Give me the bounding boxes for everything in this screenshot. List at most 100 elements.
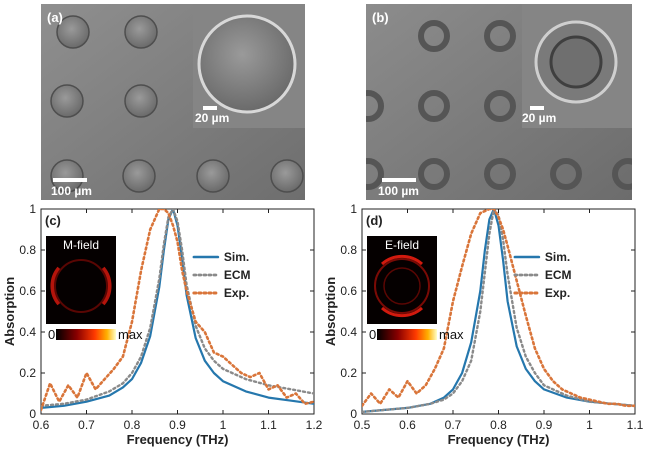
y-tick-label: 0.4 [340,325,357,339]
colorbar-min-label: 0 [48,327,55,342]
y-tick-label: 0.6 [19,284,36,298]
legend-label: Sim. [224,250,249,264]
y-tick-label: 1 [29,202,36,216]
field-map-inset [46,236,116,324]
disk [270,159,304,193]
y-tick-label: 0.2 [340,366,357,380]
colorbar-max-label: max [118,327,143,342]
y-tick-label: 0.8 [19,243,36,257]
disk-large [197,14,297,114]
x-axis-label: Frequency (THz) [448,432,550,447]
main-scale-label: 100 µm [51,184,92,198]
ring [484,20,516,52]
series-line-ecm [41,209,314,407]
panel-label-b: (b) [372,10,389,25]
field-lobe [101,266,112,306]
field-map-title: E-field [385,238,419,252]
main-scale-label: 100 µm [378,184,419,198]
panel-label: (c) [45,213,61,228]
ring [484,158,516,190]
legend-label: ECM [545,268,572,282]
ring-large-inner [549,35,603,89]
legend-label: ECM [224,268,251,282]
zoom-inset: 20 µm [193,4,305,128]
main-scale-bar [53,178,87,182]
sem-image-disks: 20 µm (a) 100 µm [41,4,305,200]
series-group [41,209,314,412]
disk [50,159,84,193]
panel-label: (d) [366,213,383,228]
sem-disks-svg: 20 µm (a) 100 µm [41,4,305,200]
ring [366,90,384,122]
x-tick-label: 1 [586,418,593,432]
x-tick-label: 0.9 [169,418,186,432]
x-tick-label: 0.6 [33,418,50,432]
main-scale-bar [382,178,416,182]
ring-array [366,20,632,190]
x-tick-label: 1.2 [306,418,323,432]
field-ring [383,267,421,305]
y-tick-label: 0.8 [340,243,357,257]
legend-label: Sim. [545,250,570,264]
x-tick-label: 0.7 [78,418,95,432]
x-tick-label: 0.6 [399,418,416,432]
y-axis-label: Absorption [323,277,338,346]
sem-rings-svg: 20 µm (b) 100 µm [366,4,632,200]
panel-label-a: (a) [47,10,63,25]
series-line-sim [41,209,314,409]
series-line-exp [362,209,635,408]
y-tick-label: 1 [350,202,357,216]
x-tick-label: 0.7 [445,418,462,432]
x-tick-label: 0.8 [124,418,141,432]
x-tick-label: 0.8 [490,418,507,432]
ring [418,158,450,190]
field-ring [374,258,430,314]
field-lobe [50,266,61,306]
colorbar-max-label: max [439,327,464,342]
colorbar [377,329,437,340]
y-tick-label: 0 [350,407,357,421]
x-tick-label: 0.5 [354,418,371,432]
disk [124,15,158,49]
field-map-title: M-field [63,238,99,252]
ring [484,90,516,122]
ring [418,20,450,52]
colorbar [56,329,116,340]
y-tick-label: 0 [29,407,36,421]
y-tick-label: 0.4 [19,325,36,339]
y-axis-label: Absorption [2,277,17,346]
disk [56,15,90,49]
colorbar-min-label: 0 [369,327,376,342]
legend-label: Exp. [545,286,570,300]
inset-scale-label: 20 µm [522,111,556,125]
disk [124,84,158,118]
series-line-exp [41,209,314,412]
field-ring [54,259,108,313]
disk [50,84,84,118]
y-tick-label: 0.6 [340,284,357,298]
disk [196,159,230,193]
series-line-sim [362,209,635,413]
x-tick-label: 1.1 [627,418,644,432]
disk-array [50,15,304,193]
x-tick-label: 1 [220,418,227,432]
ring [612,158,632,190]
disk [122,159,156,193]
legend-label: Exp. [224,286,249,300]
ring [550,158,582,190]
field-lobe [381,254,423,266]
inset-scale-label: 20 µm [195,111,229,125]
sem-image-rings: 20 µm (b) 100 µm [366,4,632,200]
inset-scale-bar [203,106,217,110]
inset-scale-bar [530,106,544,110]
series-group [362,209,635,414]
y-tick-label: 0.2 [19,366,36,380]
field-map-inset [367,236,437,324]
ring [418,90,450,122]
x-tick-label: 1.1 [260,418,277,432]
zoom-inset: 20 µm [522,4,632,128]
field-lobe [381,306,423,318]
x-axis-label: Frequency (THz) [127,432,229,447]
